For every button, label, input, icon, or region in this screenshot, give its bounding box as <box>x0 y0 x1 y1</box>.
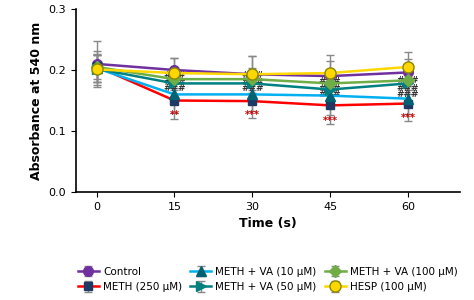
Text: ###: ### <box>319 84 341 93</box>
Text: **: ** <box>169 110 180 120</box>
Text: ###: ### <box>397 84 419 93</box>
Text: ***: *** <box>401 113 415 123</box>
Legend: Control, METH (250 μM), METH + VA (10 μM), METH + VA (50 μM), METH + VA (100 μM): Control, METH (250 μM), METH + VA (10 μM… <box>78 267 458 292</box>
Text: ***: *** <box>245 110 260 120</box>
Text: ***: *** <box>323 116 337 126</box>
Y-axis label: Absorbance at 540 nm: Absorbance at 540 nm <box>30 21 43 180</box>
X-axis label: Time (s): Time (s) <box>239 217 297 230</box>
Text: ###: ### <box>397 90 419 99</box>
Text: ###: ### <box>319 90 341 99</box>
Text: ###: ### <box>163 71 186 80</box>
Text: ###: ### <box>163 84 186 93</box>
Text: ###: ### <box>241 78 264 87</box>
Text: ###: ### <box>241 84 264 93</box>
Text: ###: ### <box>319 77 341 86</box>
Text: ###: ### <box>163 78 186 87</box>
Text: ###: ### <box>241 71 264 80</box>
Text: ###: ### <box>397 76 419 85</box>
